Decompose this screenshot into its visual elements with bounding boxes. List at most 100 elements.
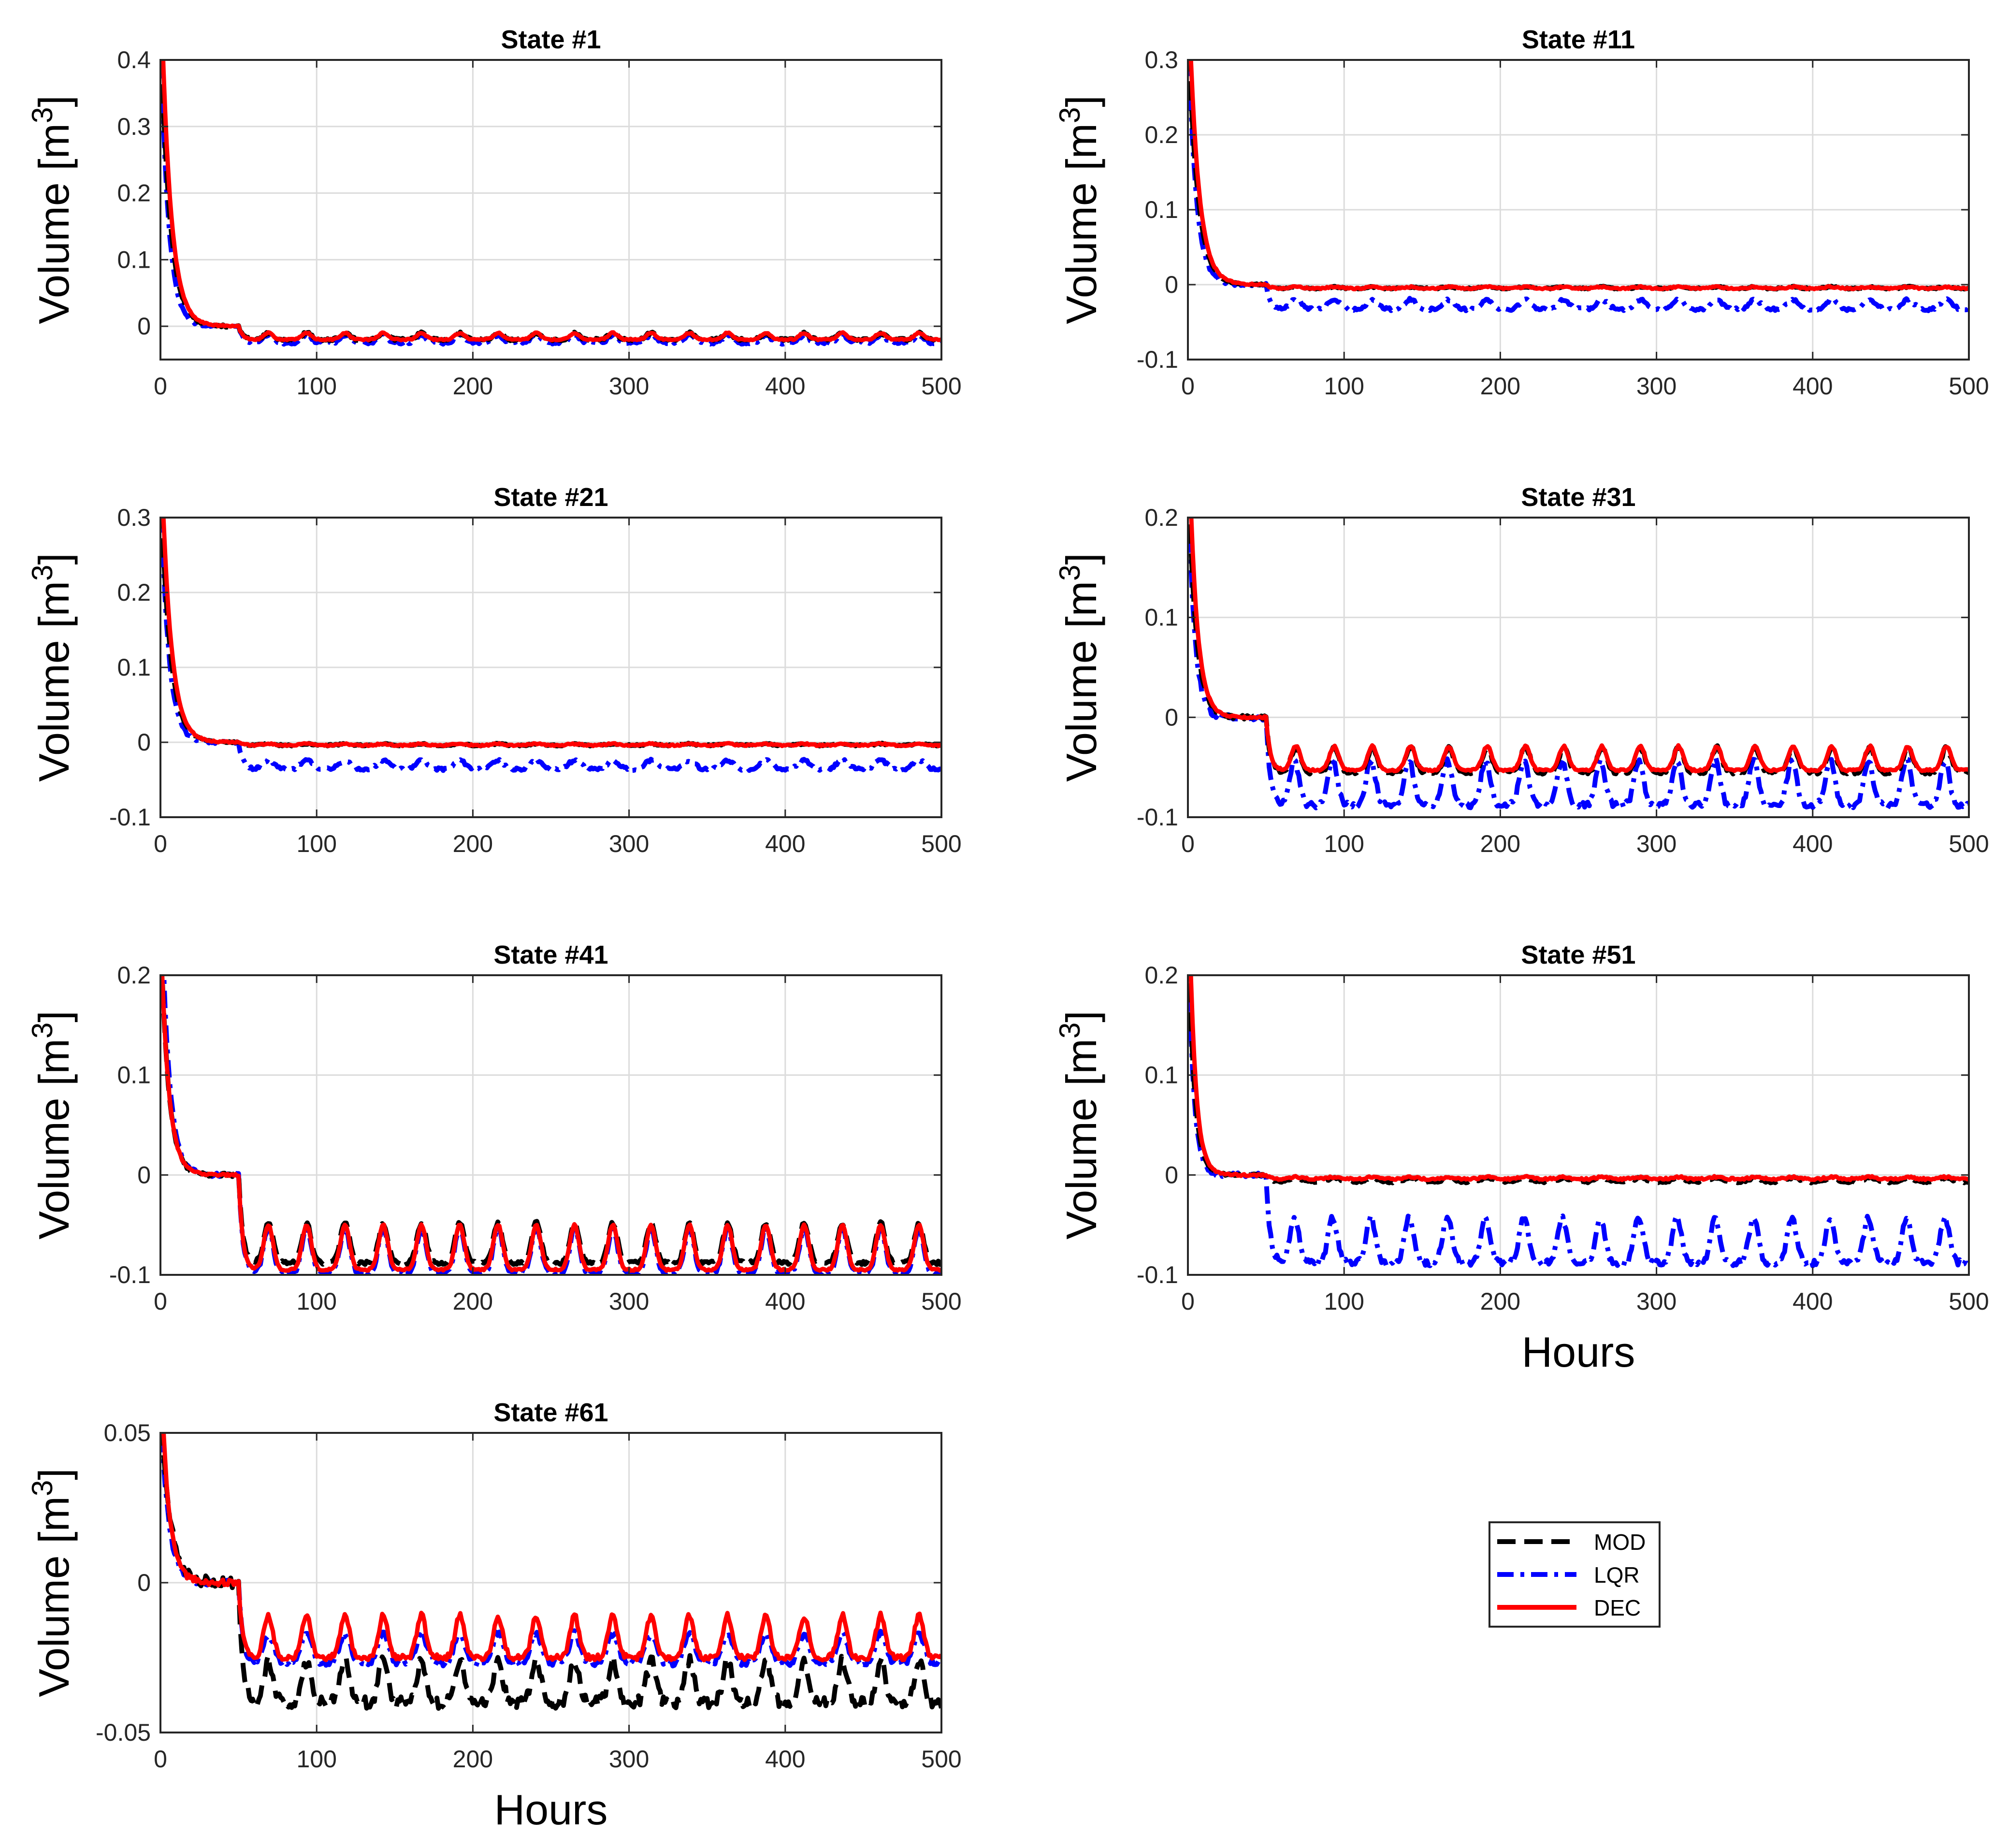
y-tick-label: 0 <box>1165 1161 1178 1188</box>
y-axis-label: Volume [m3] <box>1054 553 1105 782</box>
x-tick-label: 500 <box>921 830 961 857</box>
subplot-title: State #31 <box>1521 483 1635 512</box>
legend-label-mod: MOD <box>1594 1530 1646 1555</box>
series-line-dec <box>160 975 941 1273</box>
x-tick-label: 400 <box>765 373 805 400</box>
x-tick-label: 0 <box>1181 830 1195 857</box>
y-tick-label: -0.1 <box>109 1261 151 1288</box>
x-tick-label: 400 <box>1792 373 1833 400</box>
x-tick-label: 300 <box>609 1288 649 1315</box>
y-tick-label: 0.1 <box>1144 604 1178 631</box>
series-line-dec <box>161 60 941 343</box>
y-tick-label: 0.2 <box>1144 504 1178 531</box>
x-tick-label: 200 <box>453 1746 493 1773</box>
x-tick-label: 100 <box>296 373 336 400</box>
x-tick-label: 300 <box>609 830 649 857</box>
x-tick-label: 500 <box>1949 830 1989 857</box>
x-tick-label: 100 <box>296 1746 336 1773</box>
x-tick-label: 100 <box>1324 1288 1364 1315</box>
subplot-title: State #21 <box>493 483 608 512</box>
axes-box <box>159 974 942 1276</box>
y-tick-label: 0.3 <box>117 113 151 140</box>
series-line-dec <box>1188 60 1969 291</box>
subplot-1: 0 100 200 300 400 500 0 0.1 0.2 0.3 0.4 State #1 Vol… <box>26 25 962 400</box>
x-tick-label: 400 <box>765 1288 805 1315</box>
legend-label-dec: DEC <box>1594 1595 1641 1620</box>
x-tick-label: 100 <box>296 1288 336 1315</box>
y-tick-label: 0.1 <box>1144 1062 1178 1089</box>
x-tick-label: 400 <box>1792 830 1833 857</box>
series-line-dec <box>161 1433 941 1662</box>
y-tick-label: -0.05 <box>96 1719 151 1746</box>
legend: MOD LQR DEC <box>1489 1521 1661 1628</box>
series-line-lqr <box>1188 60 1969 313</box>
y-tick-label: -0.1 <box>1137 346 1178 373</box>
x-tick-label: 0 <box>1181 373 1195 400</box>
y-axis-label: Volume [m3] <box>26 95 78 324</box>
subplot-title: State #41 <box>493 940 608 969</box>
x-tick-label: 400 <box>1792 1288 1833 1315</box>
series-line-dec <box>1188 975 1969 1183</box>
series-line-lqr <box>1188 975 1969 1269</box>
x-tick-label: 500 <box>921 373 961 400</box>
series-line-mod <box>160 1433 941 1711</box>
x-axis-label: Hours <box>494 1786 608 1834</box>
axes-box <box>1187 517 1970 818</box>
axes-box <box>159 59 942 361</box>
x-tick-label: 0 <box>154 830 167 857</box>
y-axis-label: Volume [m3] <box>1054 1011 1105 1240</box>
x-tick-label: 0 <box>154 1288 167 1315</box>
x-tick-label: 200 <box>453 830 493 857</box>
x-tick-label: 200 <box>453 1288 493 1315</box>
y-axis-label: Volume [m3] <box>26 1011 78 1240</box>
x-tick-label: 200 <box>453 373 493 400</box>
y-tick-label: 0.4 <box>117 46 151 73</box>
y-tick-label: 0.3 <box>117 504 151 531</box>
y-tick-label: 0.2 <box>117 180 151 207</box>
x-tick-label: 0 <box>154 1746 167 1773</box>
y-tick-label: 0 <box>137 313 151 340</box>
x-tick-label: 400 <box>765 830 805 857</box>
y-tick-label: -0.1 <box>109 804 151 831</box>
y-tick-label: 0 <box>137 1569 151 1596</box>
x-tick-label: 100 <box>1324 830 1364 857</box>
x-tick-label: 200 <box>1480 830 1520 857</box>
y-tick-label: 0.1 <box>117 246 151 273</box>
series-line-lqr <box>1188 518 1969 811</box>
y-tick-label: 0.1 <box>117 654 151 681</box>
y-tick-label: -0.1 <box>1137 804 1178 831</box>
x-tick-label: 0 <box>154 373 167 400</box>
subplot-title: State #11 <box>1522 25 1635 54</box>
x-tick-label: 300 <box>609 373 649 400</box>
x-tick-label: 100 <box>1324 373 1364 400</box>
plot-area <box>160 60 941 360</box>
y-tick-label: 0.3 <box>1144 46 1178 73</box>
x-tick-label: 300 <box>1636 373 1677 400</box>
y-tick-label: 0.1 <box>117 1062 151 1089</box>
subplot-title: State #61 <box>493 1398 608 1427</box>
plot-area <box>160 975 941 1275</box>
x-tick-label: 200 <box>1480 373 1520 400</box>
series-line-lqr <box>160 1433 941 1669</box>
y-tick-label: 0.2 <box>1144 121 1178 148</box>
subplot-title: State #51 <box>1521 940 1635 969</box>
legend-label-lqr: LQR <box>1594 1562 1640 1588</box>
subplot-title: State #1 <box>501 25 601 54</box>
x-tick-label: 500 <box>1949 373 1989 400</box>
y-tick-label: 0 <box>137 729 151 756</box>
y-tick-label: 0 <box>137 1161 151 1188</box>
x-tick-label: 300 <box>1636 830 1677 857</box>
y-tick-label: 0.05 <box>104 1419 151 1446</box>
x-tick-label: 200 <box>1480 1288 1520 1315</box>
series-line-lqr <box>160 518 941 773</box>
x-tick-label: 0 <box>1181 1288 1195 1315</box>
y-tick-label: 0.2 <box>1144 962 1178 989</box>
plot-area <box>1188 975 1969 1275</box>
y-axis-label: Volume [m3] <box>26 553 78 782</box>
x-tick-label: 500 <box>921 1746 961 1773</box>
y-tick-label: 0.1 <box>1144 196 1178 223</box>
